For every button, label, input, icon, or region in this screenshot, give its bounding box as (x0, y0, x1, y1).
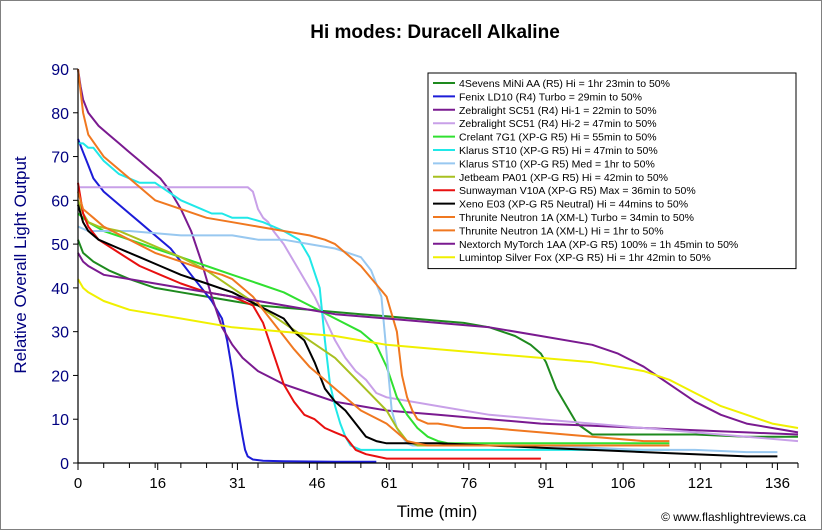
x-tick-label: 91 (538, 475, 555, 492)
legend-entry: Nextorch MyTorch 1AA (XP-G R5) 100% = 1h… (459, 239, 738, 251)
legend-box (427, 72, 797, 270)
x-axis-label: Time (min) (397, 502, 478, 521)
x-tick-label: 106 (611, 475, 636, 492)
series-line-7 (77, 225, 778, 454)
x-tick-label: 136 (765, 475, 790, 492)
legend-entry: Sunwayman V10A (XP-G R5) Max = 36min to … (459, 185, 696, 197)
y-tick-label: 70 (51, 150, 69, 167)
legend-entry: 4Sevens MiNi AA (R5) Hi = 1hr 23min to 5… (459, 78, 670, 90)
x-tick-label: 76 (461, 475, 478, 492)
y-tick-label: 30 (51, 325, 69, 342)
x-tick-label: 31 (229, 475, 246, 492)
series-line-5 (77, 212, 670, 445)
x-tick-label: 121 (688, 475, 713, 492)
y-tick-label: 80 (51, 106, 69, 123)
chart-title: Hi modes: Duracell Alkaline (310, 22, 560, 43)
series-line-12 (77, 68, 670, 443)
series-line-6 (78, 142, 670, 451)
legend-entry: Crelant 7G1 (XP-G R5) Hi = 55min to 50% (459, 132, 657, 144)
legend-entry: Thrunite Neutron 1A (XM-L) Hi = 1hr to 5… (459, 225, 664, 237)
series-line-9 (77, 182, 541, 460)
legend-entry: Klarus ST10 (XP-G R5) Hi = 47min to 50% (459, 145, 658, 157)
y-tick-label: 20 (51, 368, 69, 385)
y-tick-label: 10 (51, 412, 69, 429)
series-line-2 (77, 138, 377, 463)
legend-entry: Jetbeam PA01 (XP-G R5) Hi = 42min to 50% (459, 172, 668, 184)
legend-entry: Zebralight SC51 (R4) Hi-2 = 47min to 50% (459, 118, 657, 130)
series-line-11 (77, 191, 670, 447)
y-tick-label: 40 (51, 281, 69, 298)
legend-entry: Zebralight SC51 (R4) Hi-1 = 22min to 50% (459, 105, 657, 117)
series-line-14 (77, 278, 799, 429)
series-line-13 (77, 252, 799, 434)
x-tick-label: 16 (149, 475, 166, 492)
x-tick-label: 46 (309, 475, 326, 492)
legend: 4Sevens MiNi AA (R5) Hi = 1hr 23min to 5… (427, 72, 797, 270)
x-tick-label: 61 (381, 475, 398, 492)
y-tick-label: 50 (51, 237, 69, 254)
series-line-3 (77, 68, 799, 436)
x-tick-label: 0 (74, 475, 82, 492)
legend-entry: Xeno E03 (XP-G R5 Neutral) Hi = 44mins t… (459, 199, 688, 211)
legend-entry: Lumintop Silver Fox (XP-G R5) Hi = 1hr 4… (459, 252, 711, 264)
y-tick-label: 60 (51, 193, 69, 210)
series-line-4 (78, 186, 799, 443)
y-tick-label: 90 (51, 62, 69, 79)
legend-entry: Klarus ST10 (XP-G R5) Med = 1hr to 50% (459, 158, 655, 170)
credit-text: © www.flashlightreviews.ca (661, 510, 806, 524)
y-axis-label: Relative Overall Light Output (11, 156, 30, 374)
legend-entry: Thrunite Neutron 1A (XM-L) Turbo = 34min… (459, 212, 694, 224)
y-tick-label: 0 (60, 456, 69, 473)
legend-entry: Fenix LD10 (R4) Turbo = 29min to 50% (459, 91, 642, 103)
series-line-1 (77, 239, 798, 438)
